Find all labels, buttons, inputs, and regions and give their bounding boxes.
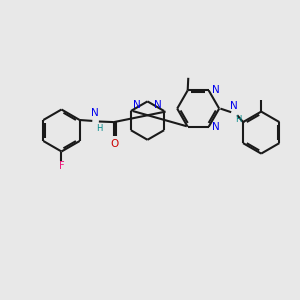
Text: N: N [230, 101, 238, 111]
Text: O: O [110, 140, 118, 149]
Text: N: N [92, 108, 99, 118]
Text: N: N [212, 122, 220, 132]
Text: H: H [235, 116, 241, 124]
Text: N: N [212, 85, 220, 95]
Text: N: N [154, 100, 162, 110]
Text: F: F [59, 161, 64, 171]
Text: H: H [96, 124, 102, 133]
Text: N: N [133, 100, 141, 110]
